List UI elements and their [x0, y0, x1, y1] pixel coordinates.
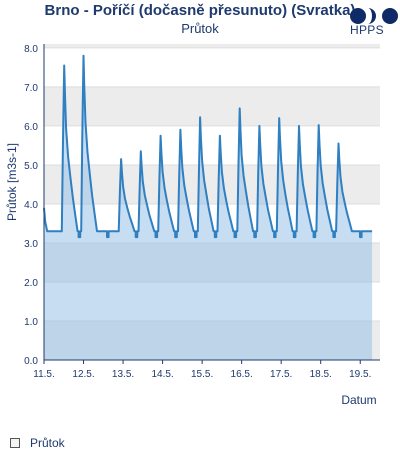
- series-line-prutok: [43, 54, 373, 239]
- y-tick-label: 5.0: [24, 161, 38, 172]
- y-tick-label: 7.0: [24, 83, 38, 94]
- x-tick-label: 15.5.: [191, 369, 213, 380]
- y-tick-label: 4.0: [24, 200, 38, 211]
- chart-subtitle: Průtok: [181, 21, 219, 36]
- y-tick-label: 2.0: [24, 278, 38, 289]
- grid-band: [44, 44, 380, 48]
- x-tick-label: 13.5.: [112, 369, 134, 380]
- y-tick-label: 8.0: [24, 44, 38, 55]
- legend-label-prutok[interactable]: Průtok: [30, 436, 65, 450]
- x-tick-label: 12.5.: [72, 369, 94, 380]
- x-axis-title: Datum: [341, 393, 376, 407]
- y-tick-label: 0.0: [24, 356, 38, 367]
- x-tick-label: 11.5.: [33, 369, 55, 380]
- logo-text: HPPS: [350, 23, 384, 37]
- legend: Průtok: [10, 436, 65, 450]
- x-tick-label: 14.5.: [151, 369, 173, 380]
- chart-title: Brno - Poříčí (dočasně přesunuto) (Svrat…: [44, 2, 356, 19]
- x-tick-label: 17.5.: [270, 369, 292, 380]
- y-tick-label: 1.0: [24, 317, 38, 328]
- x-tick-label: 19.5.: [349, 369, 371, 380]
- x-tick-label: 18.5.: [310, 369, 332, 380]
- hpps-logo-icon: [350, 8, 398, 24]
- x-tick-label: 16.5.: [231, 369, 253, 380]
- y-tick-label: 6.0: [24, 122, 38, 133]
- flow-chart: 0.0 1.0 2.0 3.0 4.0 5.0 6.0 7.0 8.0 11.5. 12.5. 13.…: [5, 44, 380, 407]
- y-axis-title: Průtok [m3s-1]: [5, 143, 19, 221]
- grid-band: [44, 164, 380, 204]
- legend-swatch-icon[interactable]: [10, 438, 20, 448]
- grid-band: [44, 86, 380, 126]
- y-tick-label: 3.0: [24, 239, 38, 250]
